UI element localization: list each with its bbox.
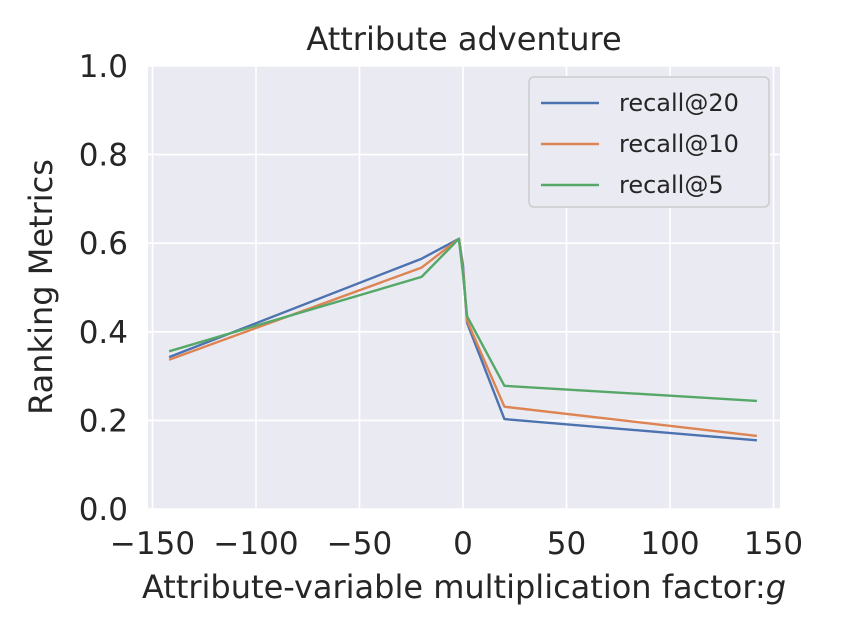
- legend-label-recall@20: recall@20: [619, 89, 739, 117]
- legend-label-recall@10: recall@10: [619, 130, 739, 158]
- x-tick-label: 100: [640, 526, 699, 562]
- series-line-recall@5: [168, 237, 757, 403]
- x-axis-label-text: Attribute-variable multiplication factor…: [142, 568, 766, 606]
- legend: recall@20 recall@10 recall@5: [528, 76, 770, 208]
- grid: [148, 65, 780, 510]
- y-tick-label: 0.0: [79, 492, 128, 528]
- legend-label-recall@5: recall@5: [619, 171, 724, 199]
- tick-labels: −150 −100 −50 0 50 100 150 0.0 0.2 0.4 0.6 0.8 1.0: [79, 49, 803, 562]
- legend-box: [528, 76, 770, 208]
- y-tick-label: 0.6: [79, 226, 128, 262]
- y-tick-label: 0.4: [79, 315, 128, 351]
- x-tick-label: 50: [547, 526, 586, 562]
- x-tick-label: −150: [110, 526, 195, 562]
- x-axis-label: Attribute-variable multiplication factor…: [142, 568, 786, 606]
- y-tick-label: 0.2: [79, 403, 128, 439]
- x-axis-label-symbol: g: [766, 568, 786, 606]
- x-tick-label: 150: [744, 526, 803, 562]
- x-tick-label: −50: [327, 526, 392, 562]
- y-tick-label: 0.8: [79, 138, 128, 174]
- y-tick-label: 1.0: [79, 49, 128, 85]
- series-layer: [168, 237, 758, 442]
- y-axis-label: Ranking Metrics: [22, 159, 60, 415]
- chart-title: Attribute adventure: [306, 20, 621, 58]
- x-tick-label: −100: [213, 526, 298, 562]
- x-tick-label: 0: [453, 526, 473, 562]
